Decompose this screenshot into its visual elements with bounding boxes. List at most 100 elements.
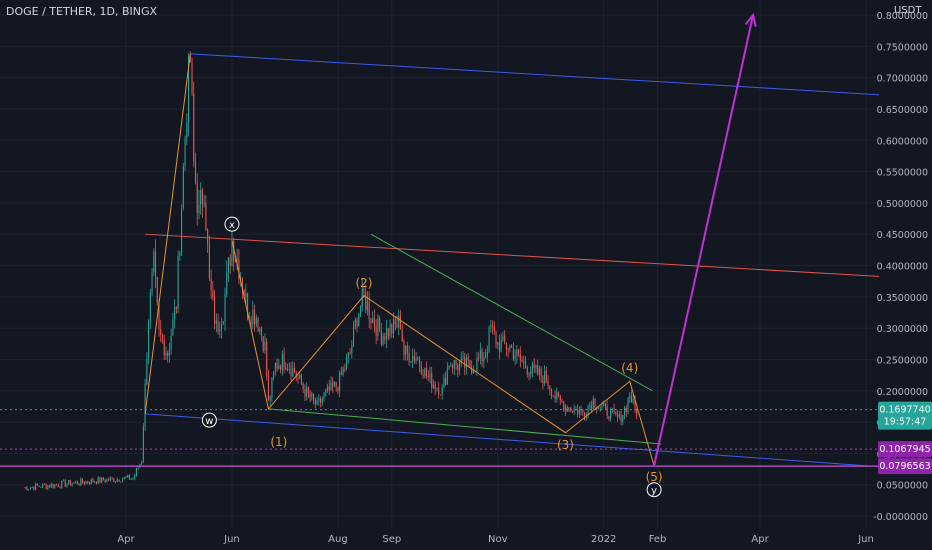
- candle-body: [568, 407, 570, 412]
- candle-body: [606, 405, 608, 416]
- candle-body: [299, 374, 301, 378]
- candle-body: [31, 486, 33, 488]
- candle-body: [130, 478, 132, 480]
- candle-body: [273, 371, 275, 378]
- candle-body: [90, 479, 92, 485]
- candle-body: [399, 315, 401, 330]
- candle-body: [472, 370, 474, 374]
- candle-body: [505, 343, 507, 350]
- candle-body: [617, 413, 619, 418]
- wave-label-7: y: [651, 486, 657, 497]
- candle-body: [493, 325, 495, 332]
- candle-body: [203, 203, 205, 204]
- candle-body: [358, 314, 360, 327]
- y-tick-label: 0.7000000: [877, 74, 928, 85]
- candle-body: [445, 378, 447, 385]
- candle-body: [247, 293, 249, 319]
- candle-body: [384, 335, 386, 340]
- candle-body: [144, 383, 146, 427]
- candle-body: [429, 373, 431, 378]
- candle-body: [333, 382, 335, 387]
- currency-label: USDT: [894, 5, 922, 16]
- candle-body: [149, 291, 151, 322]
- candle-body: [323, 393, 325, 399]
- candle-body: [297, 377, 299, 378]
- y-tick-label: 0.7500000: [877, 42, 928, 53]
- candle-body: [186, 123, 188, 139]
- candle-body: [210, 278, 212, 291]
- candle-body: [326, 386, 329, 390]
- y-tick-label: 0.4000000: [877, 262, 928, 273]
- candle-body: [419, 359, 421, 366]
- candle-body: [380, 330, 382, 345]
- candle-body: [78, 484, 80, 486]
- candle-body: [174, 307, 176, 319]
- candle-body: [403, 340, 405, 355]
- candle-body: [552, 395, 554, 397]
- candle-body: [439, 394, 441, 396]
- candle-body: [391, 324, 393, 334]
- candle-body: [436, 387, 438, 389]
- candle-body: [328, 386, 330, 391]
- candle-body: [330, 382, 332, 391]
- candle-body: [524, 361, 527, 368]
- candle-body: [339, 372, 341, 392]
- candle-body: [504, 335, 506, 344]
- support-dotted-tag-text: 0.1067945: [879, 444, 930, 455]
- candle-body: [594, 398, 596, 408]
- candle-body: [45, 484, 47, 489]
- candle-body: [488, 327, 490, 352]
- candle-body: [401, 329, 403, 341]
- wave-label-5: x: [229, 220, 235, 231]
- candle-body: [181, 208, 183, 253]
- candle-body: [191, 61, 193, 95]
- candle-body: [106, 479, 108, 483]
- candle-body: [207, 229, 209, 245]
- candle-body: [292, 368, 294, 377]
- candle-body: [200, 190, 202, 205]
- candle-body: [587, 406, 589, 415]
- candle-body: [172, 318, 174, 336]
- candle-body: [533, 363, 535, 368]
- candle-body: [40, 487, 42, 488]
- candle-body: [62, 480, 65, 482]
- candle-body: [262, 336, 264, 351]
- candle-body: [382, 335, 384, 345]
- candle-body: [446, 368, 448, 385]
- candle-body: [168, 349, 170, 356]
- candle-body: [476, 357, 478, 371]
- candle-body: [36, 483, 38, 486]
- candle-body: [179, 252, 181, 257]
- candle-body: [226, 272, 228, 295]
- candle-body: [460, 358, 462, 364]
- candle-body: [198, 204, 200, 213]
- candle-body: [177, 256, 179, 310]
- candle-body: [585, 414, 587, 416]
- candle-body: [528, 373, 530, 375]
- candle-body: [325, 389, 327, 394]
- candle-body: [212, 290, 214, 297]
- candle-body: [537, 365, 539, 375]
- candle-body: [281, 353, 283, 370]
- candle-body: [170, 335, 172, 350]
- candle-body: [551, 389, 553, 397]
- candle-body: [158, 302, 160, 329]
- x-tick-label: Nov: [488, 534, 508, 545]
- candle-body: [49, 485, 51, 488]
- candle-body: [243, 290, 245, 298]
- candle-body: [52, 483, 54, 488]
- candle-body: [356, 319, 358, 327]
- candle-body: [544, 370, 546, 384]
- candle-body: [267, 375, 269, 401]
- candle-body: [24, 487, 26, 488]
- candle-body: [479, 349, 481, 359]
- candle-body: [410, 361, 412, 363]
- candle-body: [28, 489, 30, 491]
- candle-body: [366, 301, 368, 311]
- candle-body: [165, 352, 167, 356]
- candle-body: [337, 386, 339, 392]
- candle-body: [491, 325, 494, 327]
- grid: [0, 0, 879, 528]
- green-lower-trendline: [268, 408, 662, 445]
